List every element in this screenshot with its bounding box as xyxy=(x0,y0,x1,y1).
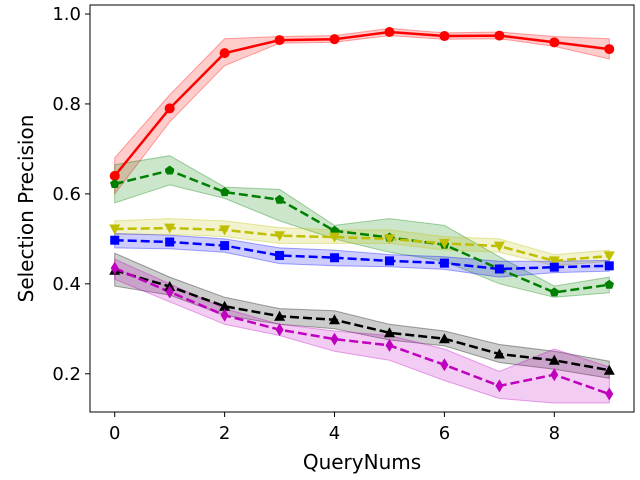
series-lines xyxy=(113,30,610,396)
confidence-bands xyxy=(114,27,610,404)
series-5-point xyxy=(495,379,504,393)
series-0-point xyxy=(549,37,560,48)
x-tick-label: 0 xyxy=(109,423,120,444)
series-5-point xyxy=(165,285,174,299)
y-tick-label: 1.0 xyxy=(52,4,81,25)
series-4-point xyxy=(438,333,450,344)
series-0-point xyxy=(274,35,285,46)
series-4-band xyxy=(114,252,610,379)
series-0-point xyxy=(219,48,230,59)
series-0-point xyxy=(494,30,505,41)
series-3-point xyxy=(494,264,504,274)
series-4-line xyxy=(114,269,610,372)
series-3-point xyxy=(439,258,449,268)
x-tick-label: 2 xyxy=(219,423,230,444)
series-0-point xyxy=(164,103,175,114)
series-2-point xyxy=(274,231,286,242)
series-2-point xyxy=(548,256,560,267)
series-3-point xyxy=(220,241,230,251)
x-axis-ticks: 0 2 4 6 8 xyxy=(109,412,560,444)
y-tick-label: 0.4 xyxy=(52,274,81,295)
series-markers xyxy=(109,26,615,401)
series-3-point xyxy=(549,262,559,272)
series-3-point xyxy=(604,261,614,271)
series-1-line xyxy=(114,169,610,294)
x-tick-label: 8 xyxy=(549,423,560,444)
series-1-point xyxy=(110,179,120,188)
series-3-point xyxy=(110,235,120,245)
plot-frame xyxy=(89,4,635,413)
series-1-point xyxy=(329,225,340,235)
series-2-line xyxy=(114,226,610,263)
series-0-point xyxy=(439,31,450,42)
series-1-point xyxy=(164,165,175,175)
series-4-point xyxy=(603,364,615,375)
series-0-point xyxy=(604,44,615,55)
series-2-point xyxy=(109,224,121,235)
x-axis-label: QueryNums xyxy=(303,450,421,474)
series-4-point xyxy=(329,314,340,325)
y-axis-label: Selection Precision xyxy=(14,115,38,303)
y-tick-label: 0.6 xyxy=(52,184,81,205)
series-5-point xyxy=(385,338,394,352)
series-2-point xyxy=(384,234,395,245)
series-2-point xyxy=(493,241,505,252)
series-4-point xyxy=(548,354,560,365)
series-1-point xyxy=(219,187,230,197)
series-2-point xyxy=(329,232,340,243)
series-4-point xyxy=(384,327,395,338)
series-5-point xyxy=(220,308,229,322)
series-0-line xyxy=(113,30,610,177)
series-3-band xyxy=(114,232,610,278)
series-5-point xyxy=(550,368,559,382)
series-0-point xyxy=(109,170,120,181)
series-1-point xyxy=(274,194,285,204)
series-5-line xyxy=(114,266,610,396)
series-2-point xyxy=(164,223,176,234)
x-tick-label: 4 xyxy=(329,423,340,444)
series-5-point xyxy=(440,358,449,372)
series-3-point xyxy=(330,253,340,263)
series-5-point xyxy=(330,332,339,346)
series-2-point xyxy=(219,225,231,236)
series-5-point xyxy=(605,387,614,401)
y-tick-label: 0.2 xyxy=(52,364,81,385)
x-tick-label: 6 xyxy=(439,423,450,444)
series-4-point xyxy=(219,300,231,311)
series-4-point xyxy=(274,310,286,321)
series-5-point xyxy=(275,323,284,337)
series-1-point xyxy=(549,287,560,297)
series-3-point xyxy=(165,237,175,247)
y-axis-ticks: 0.2 0.4 0.6 0.8 1.0 xyxy=(52,4,90,385)
series-5-point xyxy=(110,261,119,275)
series-0-point xyxy=(384,26,395,37)
y-tick-label: 0.8 xyxy=(52,94,81,115)
series-2-point xyxy=(603,251,615,262)
series-3-point xyxy=(275,250,285,260)
series-0-band xyxy=(114,27,610,196)
series-5-band xyxy=(114,258,610,404)
series-2-point xyxy=(438,238,450,249)
series-1-point xyxy=(604,279,614,289)
series-0-point xyxy=(329,34,340,45)
series-3-line xyxy=(114,238,610,271)
series-3-point xyxy=(384,256,394,266)
series-1-band xyxy=(114,155,610,298)
series-4-point xyxy=(493,348,505,359)
